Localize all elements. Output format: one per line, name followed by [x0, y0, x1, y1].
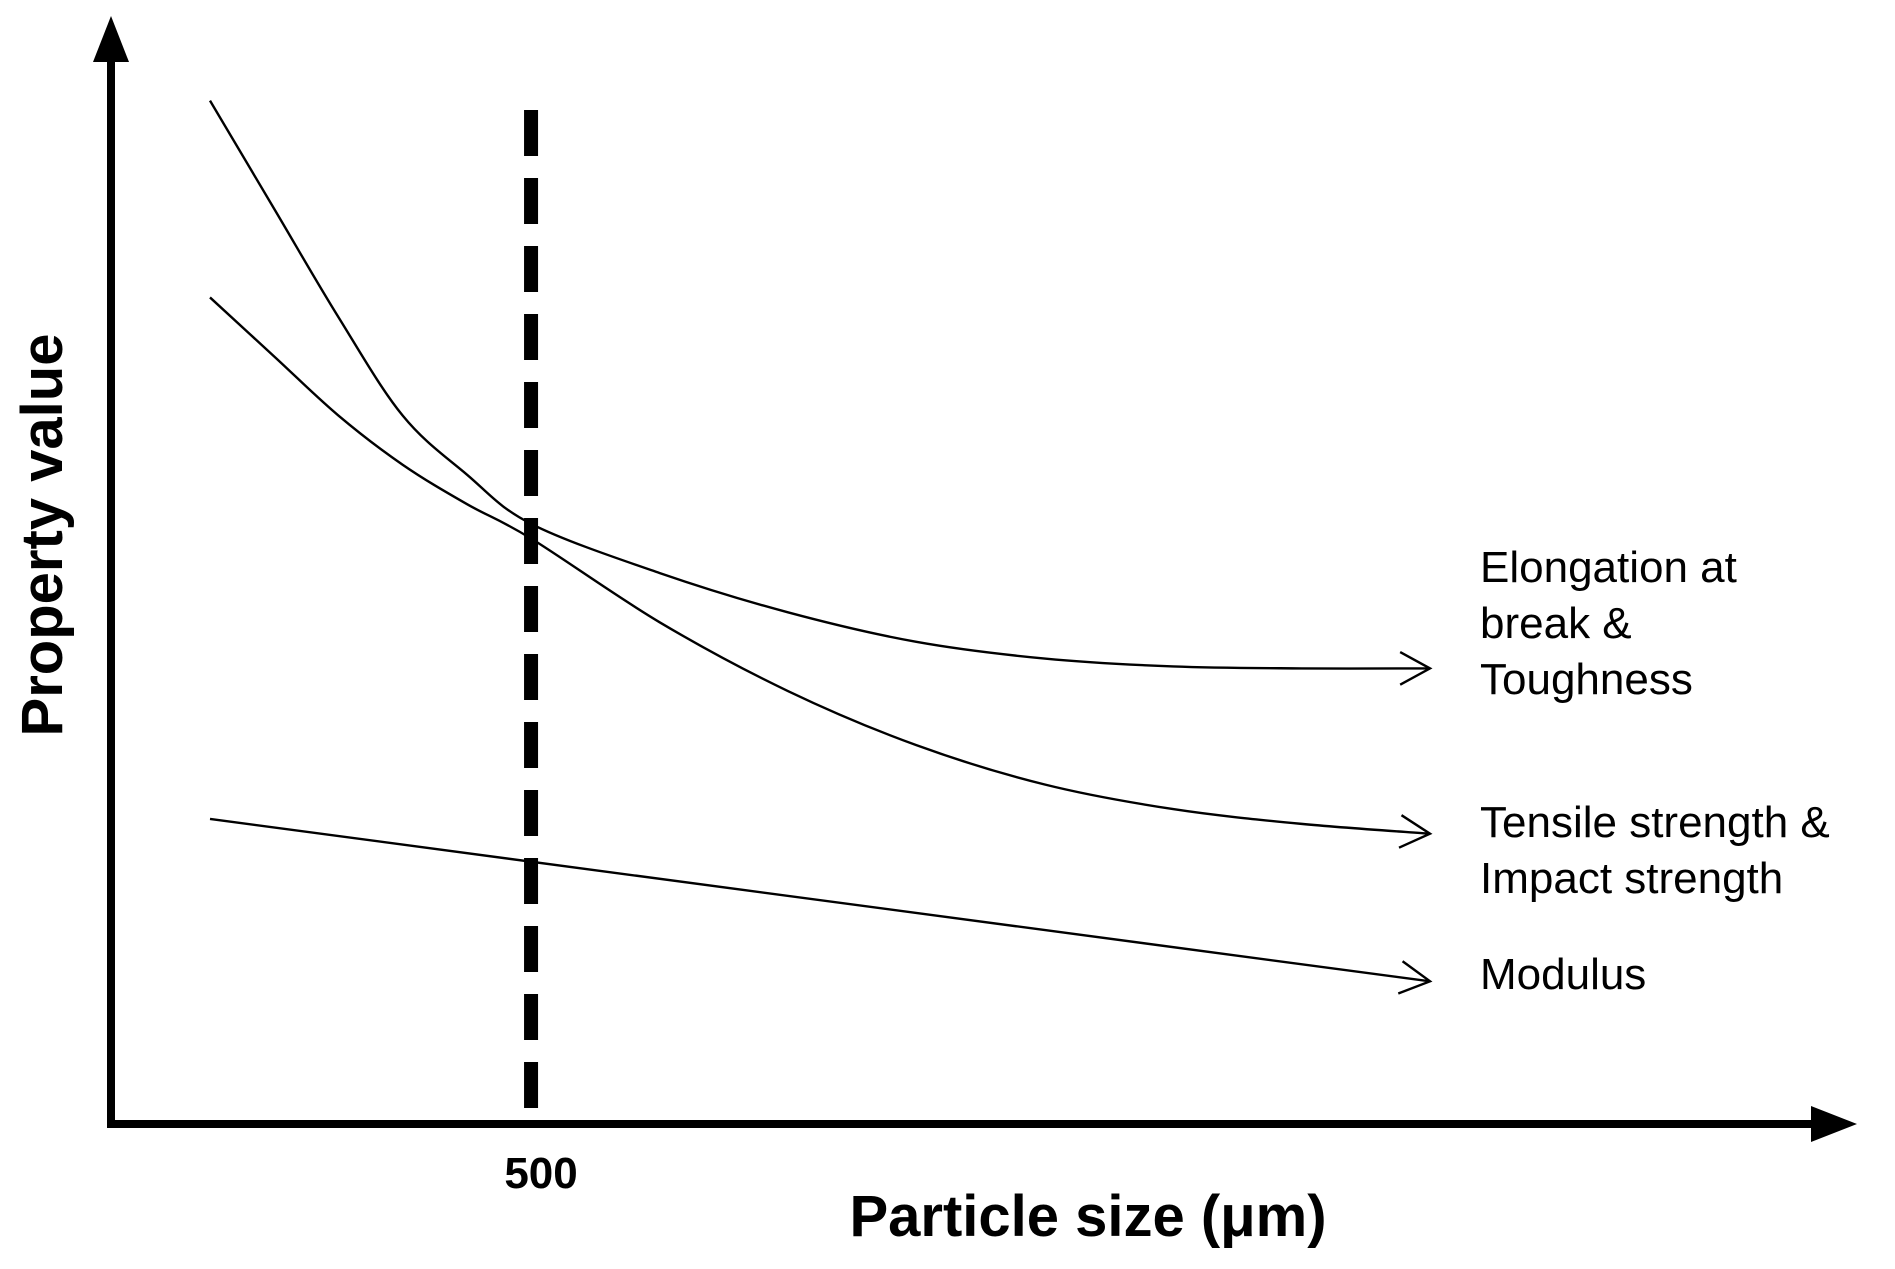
y-axis-label: Property value: [10, 334, 75, 737]
series-line-2: [209, 296, 1431, 835]
series-label-2-line-2: Impact strength: [1480, 854, 1783, 903]
y-axis-arrowhead: [93, 16, 129, 62]
series-line-3: [209, 817, 1431, 983]
tick-layer: 500: [504, 1149, 577, 1198]
x-axis-label: Particle size (μm): [849, 1184, 1326, 1249]
series-arrow-3: [1397, 960, 1433, 995]
series-2: Tensile strength & Impact strength: [209, 296, 1830, 903]
series-arrow-1: [1399, 651, 1433, 686]
x-axis-arrowhead: [1811, 1106, 1857, 1142]
series-1: Elongation at break & Toughness: [208, 100, 1737, 704]
series-arrow-2: [1398, 814, 1433, 849]
series-line-1: [208, 100, 1431, 670]
series-label-1-line-1: Elongation at: [1480, 543, 1737, 592]
series-label-1-line-3: Toughness: [1480, 655, 1693, 704]
series-label-1-line-2: break &: [1480, 599, 1632, 648]
series-label-2-line-1: Tensile strength &: [1480, 798, 1830, 847]
series-label-3-line-1: Modulus: [1480, 950, 1646, 999]
x-tick-label-500: 500: [504, 1149, 577, 1198]
series-3: Modulus: [209, 817, 1646, 999]
